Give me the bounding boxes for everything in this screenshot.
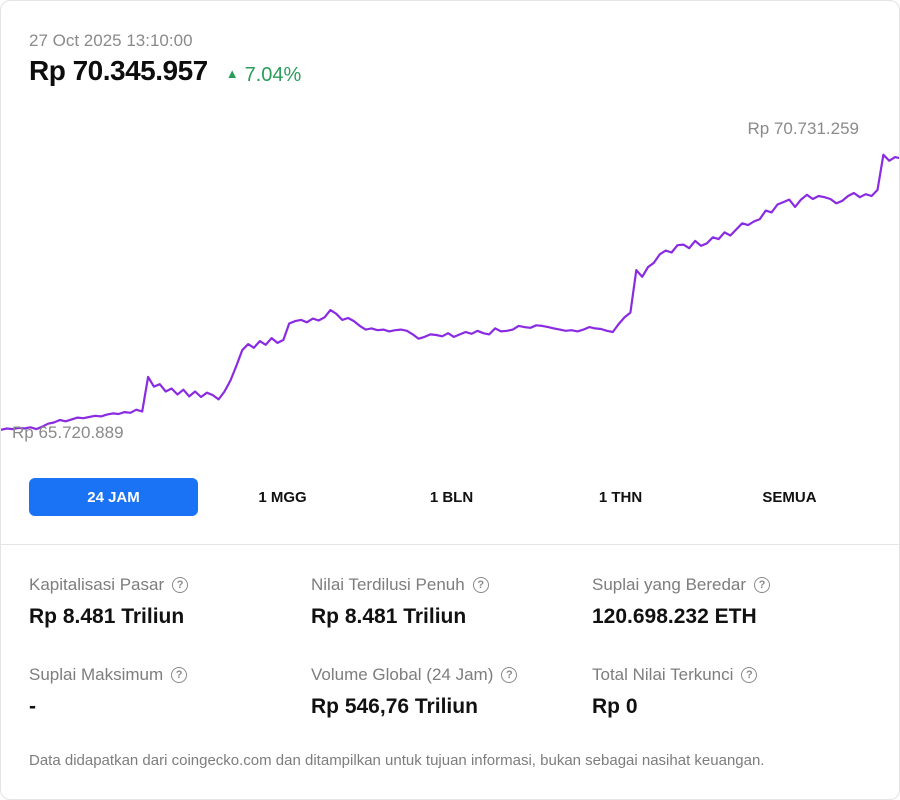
disclaimer: Data didapatkan dari coingecko.com dan d… [29, 752, 765, 769]
stat-label: Nilai Terdilusi Penuh [311, 575, 465, 594]
question-circle-icon[interactable]: ? [172, 577, 189, 593]
stat-global-volume: Volume Global (24 Jam) ? Rp 546,76 Trili… [311, 665, 581, 719]
time-range-selector: 24 JAM 1 MGG 1 BLN 1 THN SEMUA [29, 478, 874, 516]
stat-market-cap: Kapitalisasi Pasar ? Rp 8.481 Triliun [29, 575, 299, 629]
stat-label: Kapitalisasi Pasar [29, 575, 165, 594]
price-series-line [1, 153, 899, 431]
up-triangle-icon: ▲ [225, 66, 239, 81]
range-1w-button[interactable]: 1 MGG [258, 488, 307, 506]
question-circle-icon[interactable]: ? [472, 577, 489, 593]
stat-value: - [29, 695, 36, 718]
stat-max-supply: Suplai Maksimum ? - [29, 665, 299, 719]
stat-label: Suplai yang Beredar [592, 575, 747, 594]
stat-value: Rp 0 [592, 695, 638, 718]
question-circle-icon[interactable]: ? [501, 667, 518, 683]
current-price: Rp 70.345.957 [29, 55, 208, 86]
chart-min-label: Rp 65.720.889 [12, 423, 124, 442]
stat-label: Volume Global (24 Jam) [311, 665, 494, 684]
stat-value: Rp 8.481 Triliun [29, 605, 185, 628]
timestamp: 27 Oct 2025 13:10:00 [29, 31, 193, 50]
divider [1, 544, 899, 545]
stat-label: Suplai Maksimum [29, 665, 164, 684]
stat-total-value-locked: Total Nilai Terkunci ? Rp 0 [592, 665, 862, 719]
stat-circulating-supply: Suplai yang Beredar ? 120.698.232 ETH [592, 575, 862, 629]
stat-fdv: Nilai Terdilusi Penuh ? Rp 8.481 Triliun [311, 575, 581, 629]
price-line-chart [1, 153, 899, 431]
stat-value: 120.698.232 ETH [592, 605, 757, 628]
range-24h-button[interactable]: 24 JAM [29, 478, 198, 516]
stat-label: Total Nilai Terkunci [592, 665, 734, 684]
price-row: Rp 70.345.957 ▲ 7.04% [29, 55, 301, 87]
question-circle-icon[interactable]: ? [171, 667, 188, 683]
range-all-button[interactable]: SEMUA [762, 488, 817, 506]
question-circle-icon[interactable]: ? [754, 577, 771, 593]
range-1y-button[interactable]: 1 THN [598, 488, 643, 506]
price-change-value: 7.04% [244, 64, 302, 86]
price-change: ▲ 7.04% [226, 64, 302, 87]
stat-value: Rp 546,76 Triliun [311, 695, 478, 718]
chart-max-label: Rp 70.731.259 [747, 119, 859, 138]
stat-value: Rp 8.481 Triliun [311, 605, 467, 628]
question-circle-icon[interactable]: ? [741, 667, 758, 683]
range-1m-button[interactable]: 1 BLN [429, 488, 474, 506]
